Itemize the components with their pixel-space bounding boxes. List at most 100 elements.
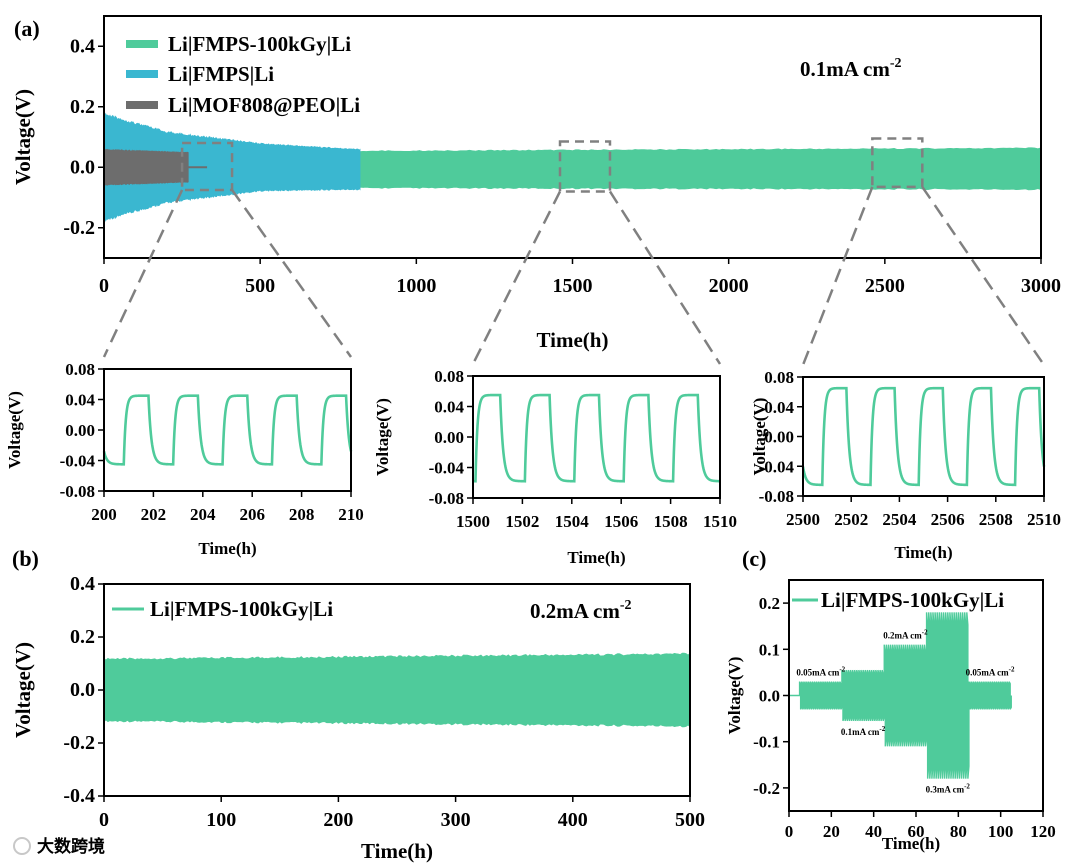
x-tick-label-a3: 2502: [834, 510, 868, 529]
x-tick-label-a: 3000: [1021, 275, 1061, 297]
panel-label-b: (b): [12, 546, 39, 571]
y-tick-label-a1: 0.08: [65, 360, 95, 379]
y-tick-label-a2: 0.00: [434, 428, 464, 447]
x-tick-label-a2: 1510: [703, 512, 737, 531]
y-tick-label-a: 0.2: [70, 96, 95, 118]
x-tick-label-c: 60: [908, 822, 925, 841]
series-band-blue: [103, 112, 361, 222]
panel-label-c: (c): [742, 546, 766, 571]
x-tick-label-a1: 210: [338, 505, 364, 524]
y-tick-label-b: -0.2: [63, 732, 95, 754]
annotation-a: 0.1mA cm-2: [800, 56, 902, 81]
y-tick-label-b: 0.2: [70, 626, 95, 648]
x-axis-label-a: Time(h): [537, 328, 609, 352]
series-band-b: [103, 652, 691, 728]
zoom-connector-left-1: [102, 189, 184, 358]
axes-a3: 2500 2502 2504 2506 2508 2510 -0.08 -0.04 0.00 0.…: [750, 368, 1061, 562]
x-tick-label-b: 200: [323, 809, 353, 831]
current-label-2: 0.1mA cm-2: [841, 725, 886, 737]
y-tick-label-a: 0.4: [70, 35, 95, 57]
x-tick-label-a: 2500: [865, 275, 905, 297]
y-tick-label-a3: -0.08: [759, 487, 794, 506]
y-tick-label-c: -0.2: [753, 779, 780, 798]
x-tick-label-b: 300: [441, 809, 471, 831]
plot-data-layer: 0.05mA cm-2 0.1mA cm-2 0.2mA cm-2 0.3mA cm-…: [102, 112, 1046, 795]
logo-icon: [13, 837, 31, 855]
y-tick-label-c: -0.1: [753, 733, 780, 752]
y-tick-label-a3: 0.08: [764, 368, 794, 387]
y-tick-label-a2: 0.04: [434, 398, 464, 417]
x-tick-label-a: 1000: [396, 275, 436, 297]
y-axis-label-a2: Voltage(V): [373, 398, 392, 476]
x-tick-label-a2: 1500: [456, 512, 490, 531]
x-axis-label-a2: Time(h): [567, 548, 625, 567]
y-tick-label-a: 0.0: [70, 156, 95, 178]
legend-a-entry-1: Li|FMPS-100kGy|Li: [168, 32, 351, 56]
x-tick-label-b: 100: [206, 809, 236, 831]
x-tick-label-a3: 2510: [1027, 510, 1061, 529]
current-label-1: 0.05mA cm-2: [796, 666, 845, 678]
legend-a-entry-3: Li|MOF808@PEO|Li: [168, 93, 360, 117]
y-axis-label-a: Voltage(V): [11, 89, 35, 185]
x-tick-label-c: 0: [785, 822, 794, 841]
x-axis-label-c: Time(h): [882, 834, 940, 853]
y-tick-label-a2: 0.08: [434, 367, 464, 386]
x-tick-label-c: 80: [950, 822, 967, 841]
x-tick-label-c: 20: [823, 822, 840, 841]
x-tick-label-b: 0: [99, 809, 109, 831]
y-tick-label-a3: -0.04: [759, 457, 795, 476]
legend-c: Li|FMPS-100kGy|Li: [792, 588, 1004, 612]
y-axis-label-c: Voltage(V): [725, 657, 744, 735]
current-label-5: 0.05mA cm-2: [966, 666, 1015, 678]
x-axis-label-a3: Time(h): [894, 543, 952, 562]
y-tick-label-c: 0.0: [759, 687, 780, 706]
legend-a-entry-2: Li|FMPS|Li: [168, 62, 274, 86]
y-axis-label-a1: Voltage(V): [5, 391, 24, 469]
watermark-text: 大数跨境: [37, 836, 105, 856]
axes-a: 0 500 1000 1500 2000 2500 3000 -0.2 0.0 0.2 0.4 Tim…: [11, 15, 1061, 352]
axes-layer: 0 500 1000 1500 2000 2500 3000-0.20.00.20.4Tim…: [5, 15, 1061, 863]
axes-b: 0 100 200 300 400 500 -0.4 -0.2 0.0 0.2 0.4 Time(h)…: [11, 573, 705, 863]
x-tick-label-a2: 1502: [505, 512, 539, 531]
y-tick-label-b: 0.4: [70, 573, 95, 595]
legend-a: Li|FMPS-100kGy|Li Li|FMPS|Li Li|MOF808@P…: [126, 32, 360, 117]
y-tick-label-a3: 0.00: [764, 428, 794, 447]
x-tick-label-a1: 204: [190, 505, 216, 524]
zoom-connector-right-2: [608, 190, 722, 365]
x-tick-label-a: 1500: [553, 275, 593, 297]
y-tick-label-a1: -0.04: [60, 452, 96, 471]
x-tick-label-a2: 1504: [555, 512, 590, 531]
annotation-b: 0.2mA cm-2: [530, 598, 632, 623]
x-tick-label-a: 2000: [709, 275, 749, 297]
y-tick-label-b: 0.0: [70, 679, 95, 701]
zoom-connector-left-3: [801, 186, 874, 366]
y-tick-label-a1: -0.08: [60, 482, 95, 501]
series-line-a3: [801, 386, 1046, 487]
x-tick-label-c: 40: [865, 822, 882, 841]
series-line-a2: [473, 393, 721, 483]
x-tick-label-a3: 2508: [979, 510, 1013, 529]
y-tick-label-a1: 0.00: [65, 421, 95, 440]
y-tick-label-a3: 0.04: [764, 398, 794, 417]
x-tick-label-a1: 206: [239, 505, 265, 524]
y-tick-label-a2: -0.04: [429, 459, 465, 478]
y-tick-label-c: 0.1: [759, 640, 780, 659]
plot-frame-a1: [103, 368, 352, 492]
x-tick-label-a1: 208: [289, 505, 315, 524]
current-label-4: 0.3mA cm-2: [926, 783, 971, 795]
x-tick-label-b: 400: [558, 809, 588, 831]
series-band-gray: [103, 148, 189, 187]
legend-b-entry: Li|FMPS-100kGy|Li: [150, 597, 333, 621]
x-tick-label-a2: 1506: [604, 512, 638, 531]
x-axis-label-b: Time(h): [361, 839, 433, 863]
axes-a1: 200 202 204 206 208 210 -0.08 -0.04 0.00 0.04 0.08…: [5, 360, 364, 558]
series-line-a1: [102, 394, 353, 466]
current-label-3: 0.2mA cm-2: [883, 629, 928, 641]
x-tick-label-a3: 2500: [786, 510, 820, 529]
watermark: 大数跨境: [13, 836, 105, 856]
y-axis-label-a3: Voltage(V): [750, 398, 769, 476]
zoom-connector-right-3: [921, 186, 1046, 366]
x-tick-label-c: 120: [1030, 822, 1056, 841]
series-line-c: [789, 612, 1012, 779]
